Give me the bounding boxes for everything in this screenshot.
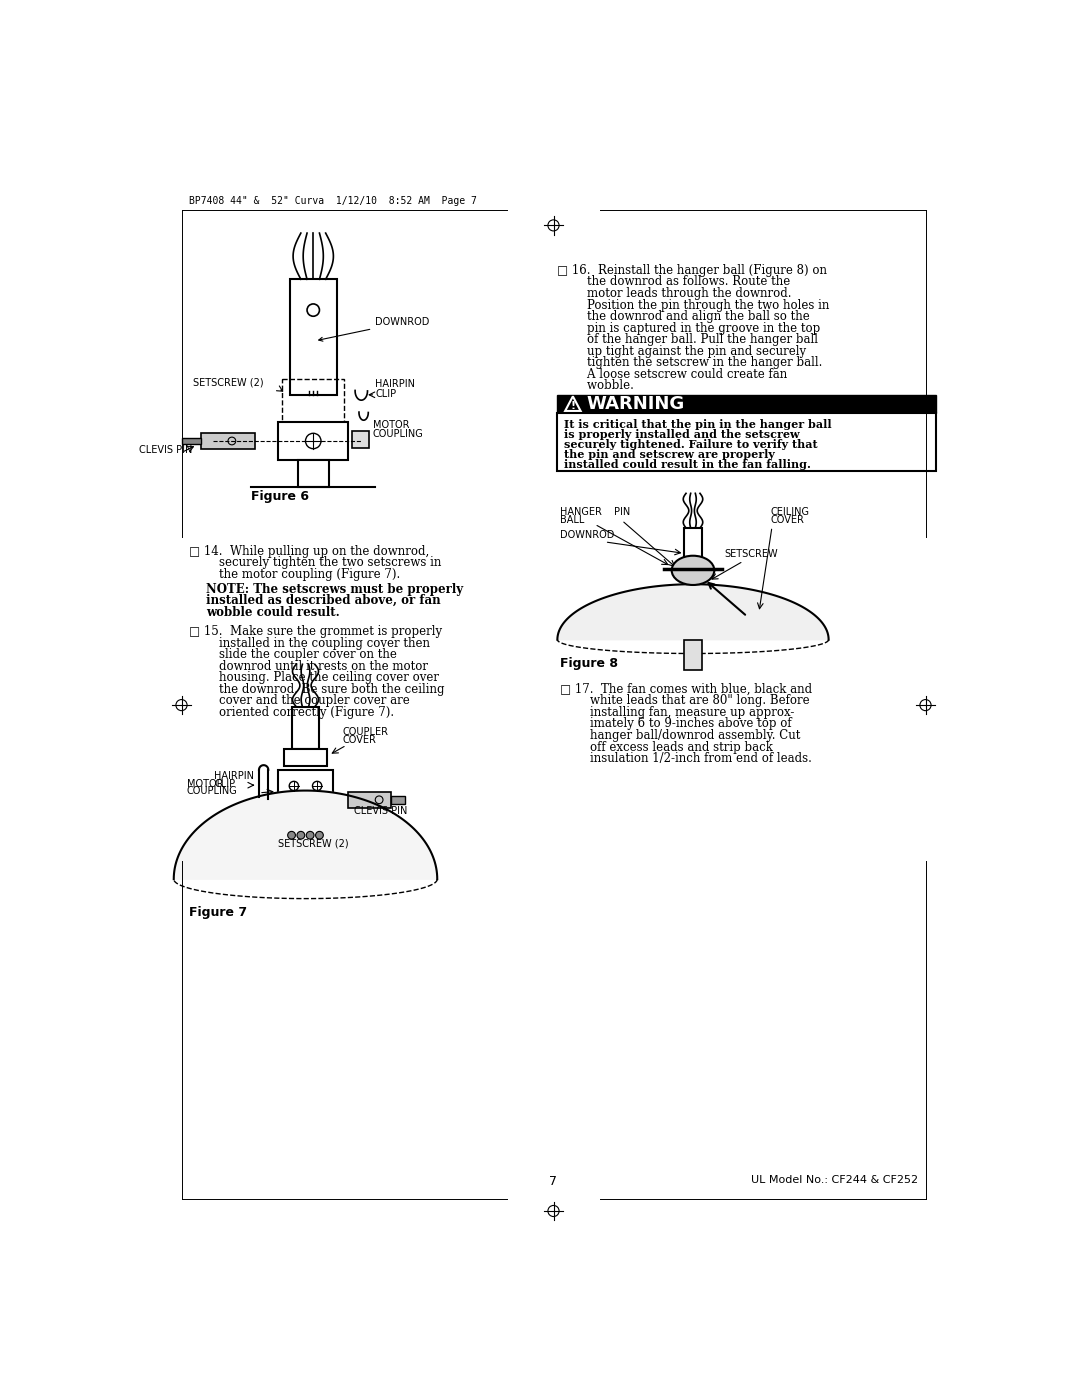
Text: BP7408 44" &  52" Curva  1/12/10  8:52 AM  Page 7: BP7408 44" & 52" Curva 1/12/10 8:52 AM P… bbox=[189, 196, 477, 205]
Text: Figure 6: Figure 6 bbox=[252, 490, 309, 503]
Text: hanger ball/downrod assembly. Cut: hanger ball/downrod assembly. Cut bbox=[559, 729, 800, 742]
Text: HANGER: HANGER bbox=[559, 507, 602, 517]
Bar bbox=[352, 432, 369, 448]
Text: tighten the setscrew in the hanger ball.: tighten the setscrew in the hanger ball. bbox=[557, 356, 823, 369]
Bar bbox=[292, 707, 320, 749]
Text: slide the coupler cover on the: slide the coupler cover on the bbox=[189, 648, 397, 661]
Bar bbox=[284, 749, 327, 766]
Text: Figure 8: Figure 8 bbox=[559, 658, 618, 671]
Text: Figure 7: Figure 7 bbox=[189, 905, 247, 919]
Text: oriented correctly (Figure 7).: oriented correctly (Figure 7). bbox=[189, 705, 394, 719]
Bar bbox=[557, 395, 935, 414]
Text: □ 15.  Make sure the grommet is properly: □ 15. Make sure the grommet is properly bbox=[189, 624, 443, 638]
Text: 7: 7 bbox=[550, 1175, 557, 1187]
Text: Position the pin through the two holes in: Position the pin through the two holes i… bbox=[557, 299, 829, 312]
Text: downrod until it rests on the motor: downrod until it rests on the motor bbox=[189, 659, 429, 673]
Bar bbox=[282, 380, 345, 422]
Text: cover and the coupler cover are: cover and the coupler cover are bbox=[189, 694, 410, 707]
Text: wobble.: wobble. bbox=[557, 380, 634, 393]
Text: !: ! bbox=[570, 401, 576, 411]
Bar bbox=[557, 414, 935, 471]
Text: SETSCREW (2): SETSCREW (2) bbox=[193, 377, 264, 387]
Bar bbox=[279, 770, 333, 802]
Text: is properly installed and the setscrew: is properly installed and the setscrew bbox=[564, 429, 799, 440]
Circle shape bbox=[297, 831, 305, 840]
Text: housing. Place the ceiling cover over: housing. Place the ceiling cover over bbox=[189, 671, 440, 685]
Text: of the hanger ball. Pull the hanger ball: of the hanger ball. Pull the hanger ball bbox=[557, 334, 819, 346]
Text: white leads that are 80" long. Before: white leads that are 80" long. Before bbox=[559, 694, 809, 707]
Text: HAIRPIN: HAIRPIN bbox=[375, 379, 415, 390]
Text: the downrod. Be sure both the ceiling: the downrod. Be sure both the ceiling bbox=[189, 683, 445, 696]
Text: the downrod and align the ball so the: the downrod and align the ball so the bbox=[557, 310, 810, 323]
Text: COUPLING: COUPLING bbox=[187, 787, 238, 796]
Text: WARNING: WARNING bbox=[586, 395, 685, 414]
Text: motor leads through the downrod.: motor leads through the downrod. bbox=[557, 286, 792, 300]
Ellipse shape bbox=[672, 556, 714, 585]
Text: COVER: COVER bbox=[770, 514, 805, 525]
Text: HAIRPIN: HAIRPIN bbox=[214, 771, 254, 781]
Text: CLIP: CLIP bbox=[375, 390, 396, 400]
Text: up tight against the pin and securely: up tight against the pin and securely bbox=[557, 345, 807, 358]
Circle shape bbox=[315, 831, 323, 840]
Text: CEILING: CEILING bbox=[770, 507, 810, 517]
Text: insulation 1/2-inch from end of leads.: insulation 1/2-inch from end of leads. bbox=[559, 752, 811, 766]
Text: COUPLER: COUPLER bbox=[342, 726, 389, 738]
Text: □ 16.  Reinstall the hanger ball (Figure 8) on: □ 16. Reinstall the hanger ball (Figure … bbox=[557, 264, 827, 277]
Bar bbox=[279, 422, 348, 460]
Text: the pin and setscrew are properly: the pin and setscrew are properly bbox=[564, 450, 774, 461]
Text: MOTOR: MOTOR bbox=[373, 420, 409, 430]
Text: It is critical that the pin in the hanger ball: It is critical that the pin in the hange… bbox=[564, 419, 832, 430]
Bar bbox=[181, 437, 201, 444]
Text: UL Model No.: CF244 & CF252: UL Model No.: CF244 & CF252 bbox=[751, 1175, 918, 1185]
Bar bbox=[348, 792, 391, 807]
Text: installed in the coupling cover then: installed in the coupling cover then bbox=[189, 637, 430, 650]
Text: installing fan, measure up approx-: installing fan, measure up approx- bbox=[559, 705, 794, 719]
Text: NOTE: The setscrews must be properly: NOTE: The setscrews must be properly bbox=[206, 583, 463, 595]
Text: CLEVIS PIN: CLEVIS PIN bbox=[139, 444, 192, 454]
Polygon shape bbox=[557, 584, 828, 640]
Text: imately 6 to 9-inches above top of: imately 6 to 9-inches above top of bbox=[559, 718, 792, 731]
Text: □ 17.  The fan comes with blue, black and: □ 17. The fan comes with blue, black and bbox=[559, 683, 812, 696]
Text: CLEVIS PIN: CLEVIS PIN bbox=[354, 806, 408, 816]
Text: DOWNROD: DOWNROD bbox=[319, 317, 430, 341]
Bar bbox=[684, 640, 702, 671]
Bar bbox=[685, 528, 702, 570]
Text: MOTOR: MOTOR bbox=[187, 778, 224, 789]
Bar bbox=[201, 433, 255, 448]
Text: A loose setscrew could create fan: A loose setscrew could create fan bbox=[557, 367, 787, 381]
Text: SETSCREW (2): SETSCREW (2) bbox=[279, 838, 349, 848]
Text: the downrod as follows. Route the: the downrod as follows. Route the bbox=[557, 275, 791, 288]
Text: SETSCREW: SETSCREW bbox=[724, 549, 778, 559]
Bar bbox=[298, 460, 328, 488]
Text: PIN: PIN bbox=[613, 507, 631, 517]
Text: COUPLING: COUPLING bbox=[373, 429, 423, 439]
Text: installed could result in the fan falling.: installed could result in the fan fallin… bbox=[564, 460, 810, 471]
Text: off excess leads and strip back: off excess leads and strip back bbox=[559, 740, 772, 753]
Circle shape bbox=[287, 831, 296, 840]
Text: BALL: BALL bbox=[559, 514, 584, 525]
Text: securely tighten the two setscrews in: securely tighten the two setscrews in bbox=[189, 556, 442, 570]
Bar bbox=[295, 802, 316, 828]
Text: installed as described above, or fan: installed as described above, or fan bbox=[206, 594, 441, 608]
Text: pin is captured in the groove in the top: pin is captured in the groove in the top bbox=[557, 321, 821, 335]
Text: □ 14.  While pulling up on the downrod,: □ 14. While pulling up on the downrod, bbox=[189, 545, 430, 557]
Text: wobble could result.: wobble could result. bbox=[206, 606, 340, 619]
Text: the motor coupling (Figure 7).: the motor coupling (Figure 7). bbox=[189, 569, 401, 581]
Text: securely tightened. Failure to verify that: securely tightened. Failure to verify th… bbox=[564, 440, 818, 450]
Polygon shape bbox=[174, 791, 437, 879]
Text: DOWNROD: DOWNROD bbox=[559, 529, 615, 541]
Text: CLIP: CLIP bbox=[214, 778, 235, 789]
Bar bbox=[291, 279, 337, 395]
Bar bbox=[391, 796, 405, 803]
Text: COVER: COVER bbox=[342, 735, 377, 745]
Circle shape bbox=[307, 831, 314, 840]
